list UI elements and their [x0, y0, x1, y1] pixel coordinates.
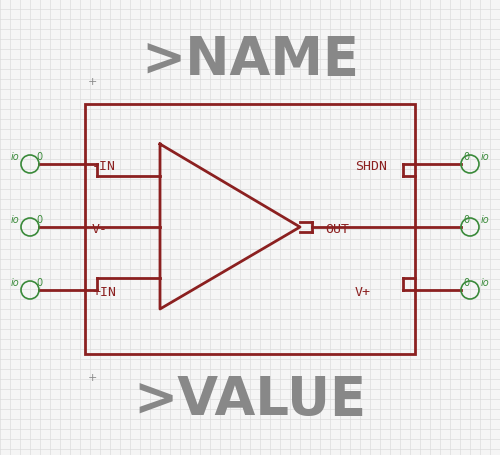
- Text: io: io: [10, 152, 19, 162]
- Text: +: +: [88, 77, 96, 87]
- Text: >NAME: >NAME: [141, 34, 359, 86]
- Text: -IN: -IN: [92, 160, 116, 172]
- Text: SHDN: SHDN: [355, 160, 387, 172]
- Text: 0: 0: [36, 152, 42, 162]
- Text: io: io: [10, 278, 19, 288]
- Text: 0: 0: [463, 278, 469, 288]
- Text: OUT: OUT: [325, 222, 349, 236]
- Text: V+: V+: [355, 285, 371, 298]
- Text: 0: 0: [463, 214, 469, 224]
- Text: io: io: [481, 152, 490, 162]
- Text: io: io: [481, 214, 490, 224]
- Bar: [85, 105, 415, 354]
- Text: io: io: [481, 278, 490, 288]
- Text: io: io: [10, 214, 19, 224]
- Text: 0: 0: [36, 214, 42, 224]
- Text: V-: V-: [92, 222, 108, 236]
- Text: >VALUE: >VALUE: [134, 373, 366, 425]
- Text: 0: 0: [463, 152, 469, 162]
- Text: +IN: +IN: [92, 285, 116, 298]
- Text: 0: 0: [36, 278, 42, 288]
- Text: +: +: [88, 372, 96, 382]
